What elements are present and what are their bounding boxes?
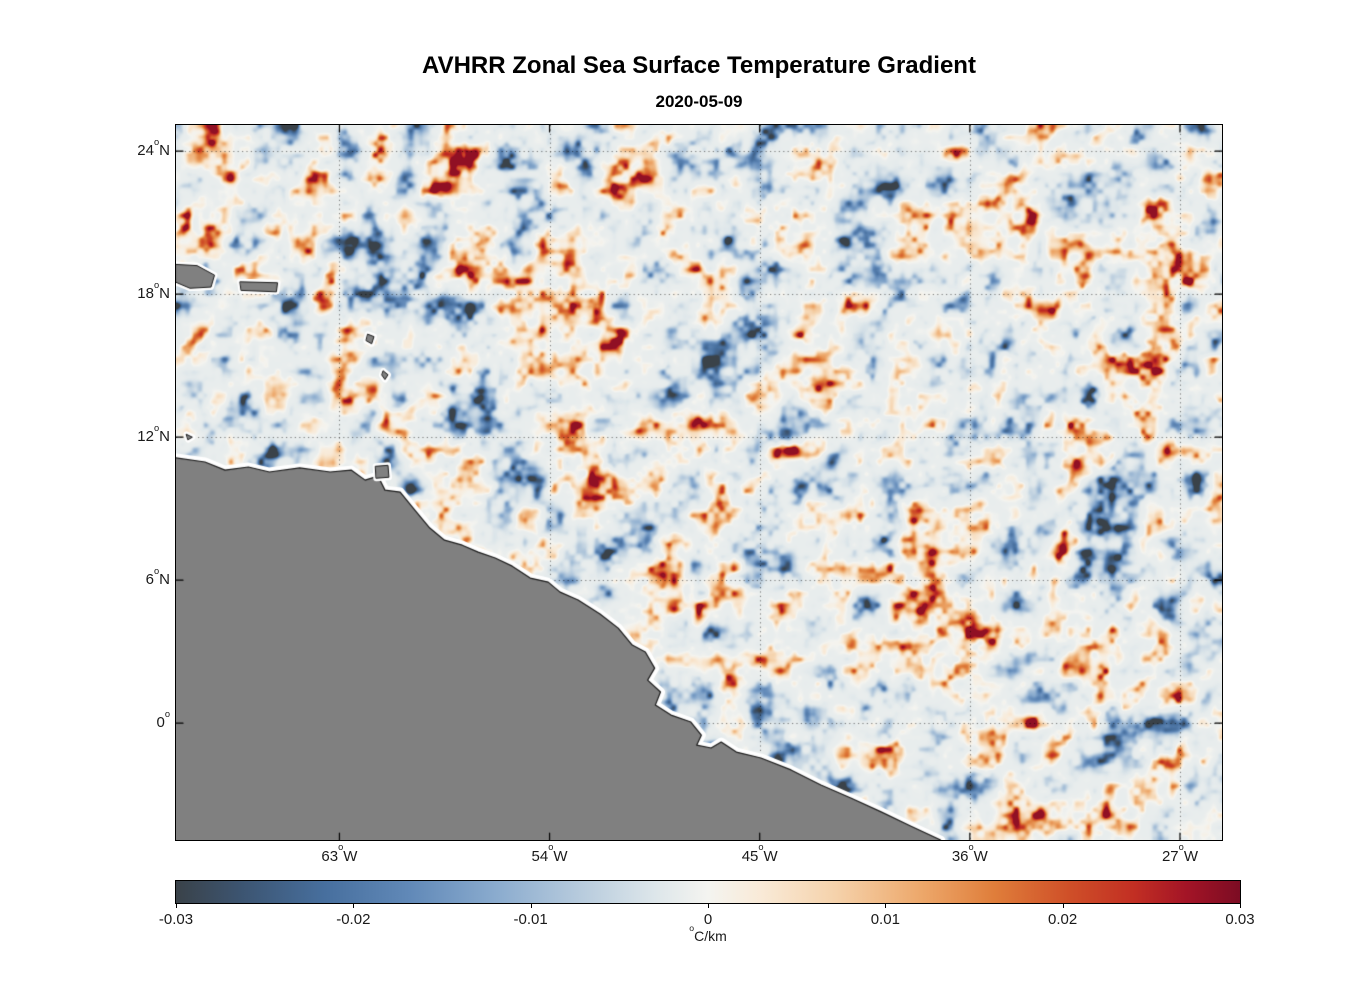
x-tick-label: 27oW: [1161, 842, 1198, 865]
x-tick-label: 36oW: [951, 842, 988, 865]
colorbar-tick-label: 0.03: [1225, 911, 1255, 928]
colorbar-tick-label: 0.01: [870, 911, 900, 928]
y-tick-label: 6oN: [145, 565, 170, 589]
colorbar: [175, 880, 1241, 904]
colorbar-gradient: [176, 881, 1240, 903]
colorbar-tick-label: -0.01: [513, 911, 548, 928]
colorbar-unit: oC/km: [689, 923, 727, 944]
colorbar-tick-label: 0.02: [1048, 911, 1078, 928]
x-tick-label: 54oW: [531, 842, 568, 865]
colorbar-tick: [176, 904, 177, 908]
x-tick-label: 63oW: [321, 842, 358, 865]
y-tick-label: 24oN: [137, 136, 170, 160]
colorbar-tick: [708, 904, 709, 908]
colorbar-tick-label: -0.02: [336, 911, 371, 928]
x-tick-label: 45oW: [741, 842, 778, 865]
colorbar-tick-label: 0: [703, 911, 713, 928]
y-tick-label: 12oN: [137, 422, 170, 446]
colorbar-tick: [1062, 904, 1064, 908]
plot-canvas: [176, 125, 1222, 840]
colorbar-tick: [530, 904, 532, 908]
plot-area: [175, 124, 1223, 841]
chart-subtitle: 2020-05-09: [655, 92, 743, 111]
colorbar-tick: [353, 904, 355, 908]
y-tick-label: 0o: [156, 708, 170, 732]
chart-title: AVHRR Zonal Sea Surface Temperature Grad…: [422, 52, 976, 79]
colorbar-tick: [885, 904, 887, 908]
colorbar-tick: [1240, 904, 1241, 908]
y-tick-label: 18oN: [137, 279, 170, 303]
colorbar-tick-label: -0.03: [158, 911, 194, 928]
